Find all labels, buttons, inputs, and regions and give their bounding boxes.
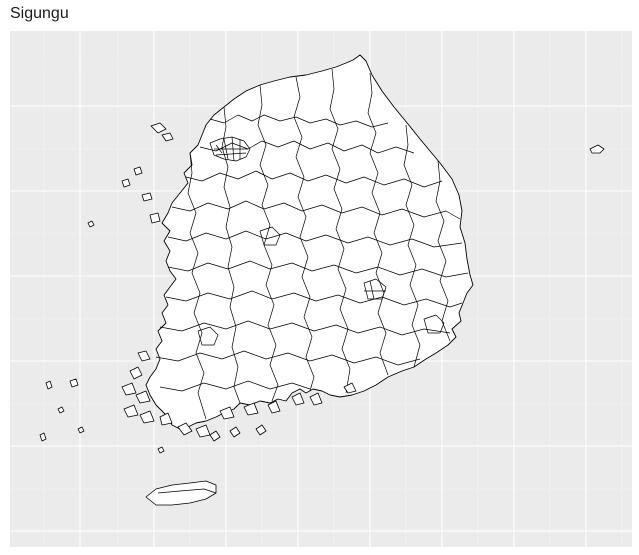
district-boundaries bbox=[155, 68, 469, 420]
map-svg bbox=[10, 31, 632, 547]
map-panel bbox=[10, 31, 632, 547]
plot-title: Sigungu bbox=[10, 5, 69, 22]
region-ulleung-island bbox=[589, 144, 605, 154]
islands bbox=[39, 122, 605, 506]
